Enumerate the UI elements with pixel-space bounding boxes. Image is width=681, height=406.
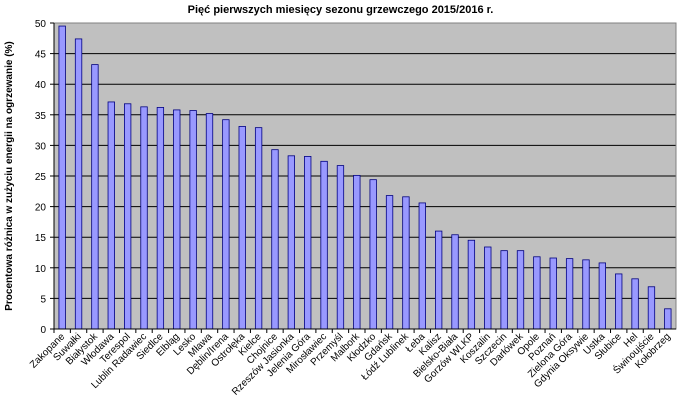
y-tick-label: 20: [35, 203, 47, 214]
y-tick-label: 0: [40, 325, 46, 336]
bar: [173, 109, 181, 330]
bar: [287, 155, 295, 330]
y-tick-label: 10: [35, 264, 47, 275]
y-tick-label: 30: [35, 141, 47, 152]
bar: [156, 107, 165, 330]
bar: [598, 262, 606, 330]
y-tick-label: 25: [35, 172, 47, 183]
bar: [500, 250, 508, 330]
bar: [304, 156, 312, 330]
y-tick-label: 15: [35, 233, 47, 244]
bar: [238, 126, 246, 330]
bar: [451, 234, 459, 330]
bar: [271, 149, 279, 330]
bar: [664, 308, 672, 330]
bar: [647, 286, 656, 330]
bar: [369, 179, 377, 330]
bar: [124, 103, 132, 330]
y-tick-label: 45: [35, 50, 47, 61]
bar: [615, 273, 623, 330]
y-tick-labels: 0 5 10 15 20 25 30 35 40 45 50: [35, 19, 54, 336]
bar: [189, 110, 197, 330]
y-axis-label: Procentowa różnica w zużyciu energii na …: [4, 41, 15, 311]
x-tick-labels: ZakopaneSuwałkiBiałystokWłodawaTerespolL…: [28, 329, 673, 398]
y-tick-label: 50: [35, 19, 47, 30]
y-tick-label: 5: [40, 294, 46, 305]
bar: [385, 195, 394, 330]
bar: [205, 113, 214, 330]
bar: [336, 165, 345, 330]
bar: [402, 196, 410, 330]
bar: [565, 258, 574, 330]
bar: [222, 119, 230, 330]
bar: [549, 257, 557, 330]
chart-title: Pięć pierwszych miesięcy sezonu grzewcze…: [187, 4, 494, 16]
bar: [467, 239, 476, 330]
bar: [254, 127, 263, 330]
bar: [107, 101, 115, 330]
bar: [516, 250, 525, 330]
bar: [582, 259, 590, 330]
bar: [91, 64, 99, 330]
bar: [320, 160, 328, 330]
y-tick-label: 35: [35, 111, 47, 122]
bar: [74, 38, 83, 330]
bar: [533, 256, 541, 330]
bar: [140, 106, 148, 330]
bar: [435, 230, 443, 330]
bar: [484, 246, 492, 330]
bar: [353, 174, 361, 330]
y-tick-label: 40: [35, 80, 47, 91]
bar: [418, 202, 426, 330]
bar: [631, 278, 639, 330]
bar: [58, 25, 66, 330]
